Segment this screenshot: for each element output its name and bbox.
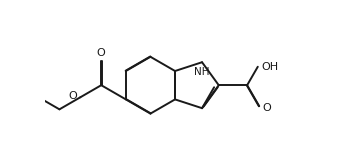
Text: O: O <box>97 48 106 58</box>
Text: NH: NH <box>194 67 210 77</box>
Text: O: O <box>69 91 77 101</box>
Text: OH: OH <box>261 62 278 72</box>
Text: O: O <box>263 103 271 113</box>
